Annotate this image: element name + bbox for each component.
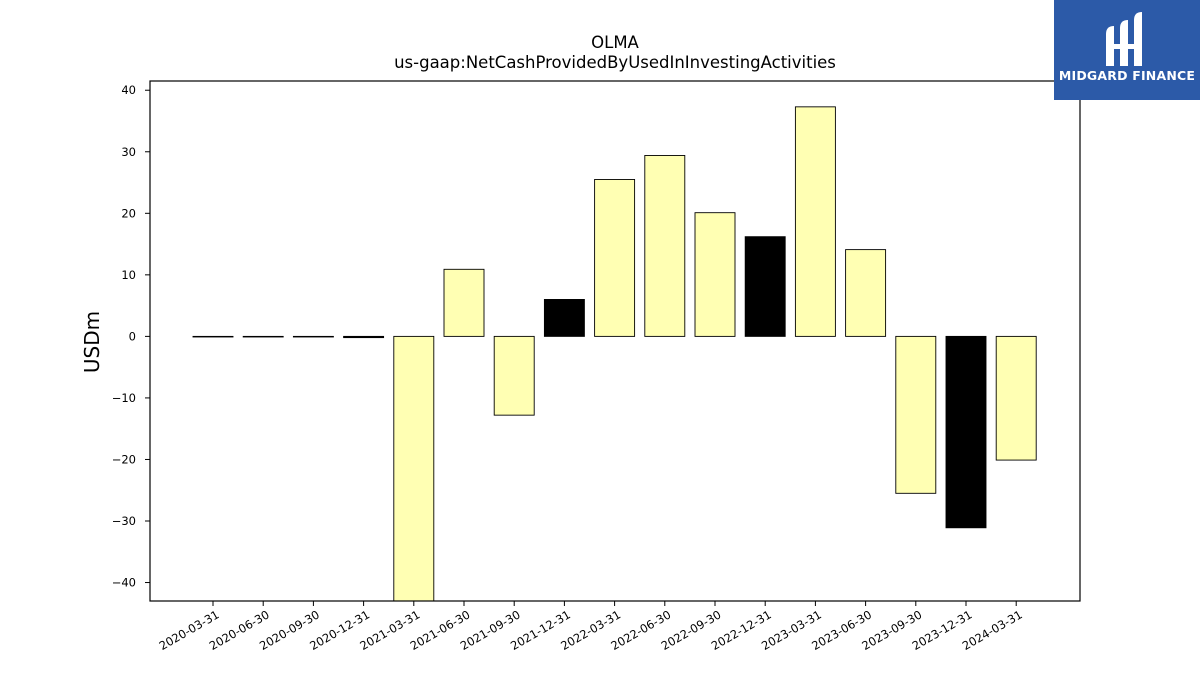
- bar-2021-09-30: [493, 335, 535, 416]
- y-tick-label: −20: [112, 452, 136, 466]
- brand-logo-text: MIDGARD FINANCE: [1058, 68, 1196, 83]
- bars-group: [192, 106, 1037, 602]
- bar-2021-06-30: [443, 268, 485, 337]
- bar-2023-09-30: [895, 335, 937, 494]
- y-axis-ticks: −40 −30 −20 −10 0 10 20 30 40: [112, 83, 150, 590]
- y-axis-label: USDm: [80, 311, 104, 373]
- y-tick-label: 10: [121, 268, 136, 282]
- y-tick-label: 40: [121, 83, 136, 97]
- bar-2023-06-30: [845, 249, 887, 337]
- bar-2020-03-31: [192, 335, 234, 338]
- bar-2020-06-30: [242, 335, 284, 338]
- bar-2021-12-31: [543, 299, 585, 337]
- bar-2021-03-31: [393, 335, 435, 602]
- bar-2022-12-31: [744, 236, 786, 337]
- bar-2024-03-31: [995, 335, 1037, 461]
- bar-2022-09-30: [694, 212, 736, 337]
- plot-frame: [149, 80, 1081, 602]
- chart-subtitle: us-gaap:NetCashProvidedByUsedInInvesting…: [394, 53, 836, 72]
- bar-2023-12-31: [945, 335, 987, 529]
- bar-2020-09-30: [292, 335, 334, 338]
- midgard-logo-icon: [1106, 12, 1142, 66]
- y-tick-label: 0: [129, 329, 136, 343]
- bar-2023-03-31: [794, 106, 836, 337]
- bar-2020-12-31: [343, 335, 385, 339]
- y-tick-label: −10: [112, 391, 136, 405]
- bar-2022-06-30: [644, 155, 686, 337]
- y-tick-label: 20: [121, 206, 136, 220]
- bar-2022-03-31: [594, 179, 636, 337]
- brand-logo: MIDGARD FINANCE: [1054, 0, 1200, 100]
- y-tick-label: −30: [112, 514, 136, 528]
- chart-title: OLMA: [591, 33, 639, 52]
- y-tick-label: 30: [121, 145, 136, 159]
- x-axis-ticks: 2020-03-312020-06-302020-09-302020-12-31…: [157, 601, 1025, 653]
- y-tick-label: −40: [112, 576, 136, 590]
